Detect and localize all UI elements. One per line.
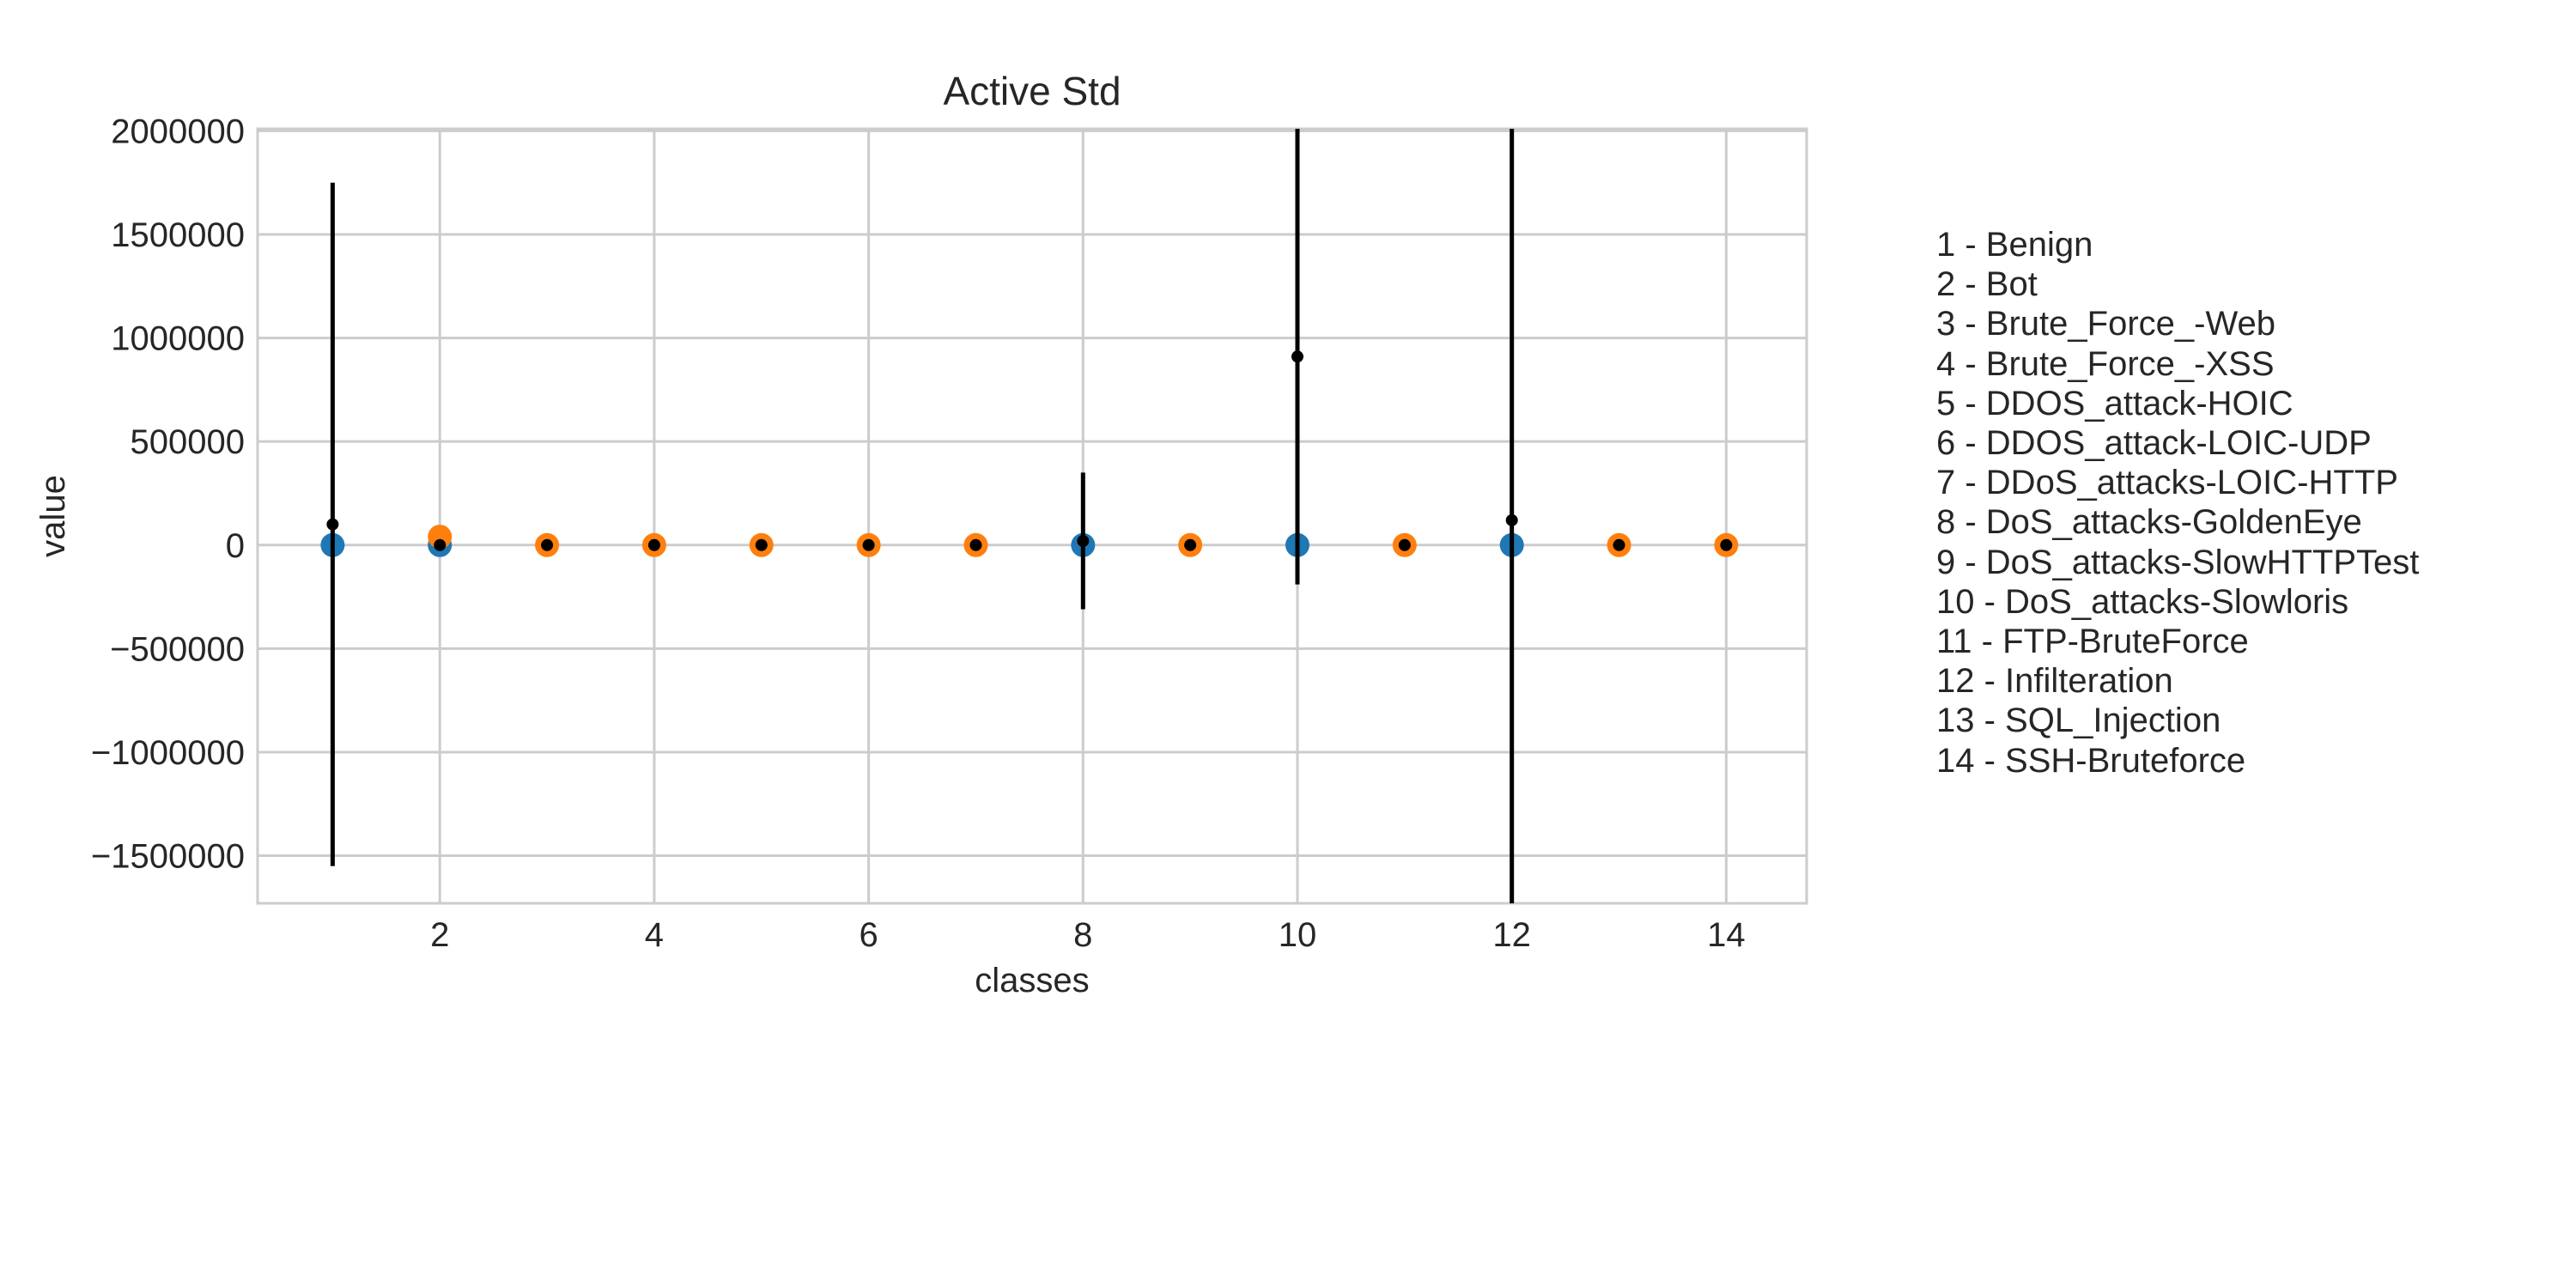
legend-item: 14 - SSH-Bruteforce (1936, 741, 2246, 780)
mean-marker (755, 538, 768, 551)
mean-marker (434, 538, 447, 551)
mean-marker (969, 538, 982, 551)
y-tick-label: 0 (226, 527, 245, 565)
mean-marker (326, 518, 339, 531)
mean-marker (1720, 538, 1733, 551)
y-tick-labels: −1500000 −1000000 −500000 0 500000 1000000 150… (91, 112, 245, 875)
x-tick-label: 10 (1279, 916, 1317, 954)
legend-item: 4 - Brute_Force_-XSS (1936, 344, 2275, 383)
mean-marker (862, 538, 875, 551)
x-axis-label: classes (975, 962, 1089, 999)
mean-marker (1291, 350, 1303, 363)
y-tick-label: −500000 (110, 630, 245, 668)
orange-marker (428, 525, 453, 550)
chart-title: Active Std (943, 69, 1121, 113)
legend-item: 6 - DDOS_attack-LOIC-UDP (1936, 424, 2372, 463)
mean-marker (1613, 538, 1625, 551)
legend-item: 3 - Brute_Force_-Web (1936, 305, 2275, 343)
x-tick-label: 14 (1707, 916, 1746, 954)
y-tick-label: 2000000 (111, 112, 245, 150)
x-tick-label: 8 (1073, 916, 1092, 954)
legend-item: 12 - Infilteration (1936, 662, 2173, 701)
legend-item: 9 - DoS_attacks-SlowHTTPTest (1936, 543, 2420, 581)
mean-marker (1077, 534, 1090, 547)
legend-item: 8 - DoS_attacks-GoldenEye (1936, 503, 2362, 542)
y-tick-label: −1000000 (91, 734, 245, 772)
plot-marks (320, 129, 1739, 903)
x-tick-labels: 2 4 6 8 10 12 14 (430, 916, 1746, 954)
legend-item: 11 - FTP-BruteForce (1936, 623, 2249, 661)
x-tick-label: 6 (859, 916, 878, 954)
legend-item: 10 - DoS_attacks-Slowloris (1936, 582, 2349, 621)
legend-item: 7 - DDoS_attacks-LOIC-HTTP (1936, 464, 2398, 502)
y-tick-label: 1500000 (111, 216, 245, 254)
legend: 1 - Benign 2 - Bot 3 - Brute_Force_-Web … (1936, 225, 2419, 781)
x-tick-label: 2 (430, 916, 449, 954)
legend-item: 13 - SQL_Injection (1936, 702, 2221, 740)
legend-item: 1 - Benign (1936, 226, 2093, 264)
mean-marker (1398, 538, 1411, 551)
plot-frame (256, 127, 1808, 905)
mean-marker (1505, 513, 1518, 526)
x-tick-label: 12 (1492, 916, 1531, 954)
legend-item: 2 - Bot (1936, 265, 2038, 304)
y-axis-label: value (34, 475, 72, 557)
grid-lines (258, 129, 1807, 903)
y-tick-label: 1000000 (111, 320, 245, 358)
x-tick-label: 4 (645, 916, 664, 954)
legend-item: 5 - DDOS_attack-HOIC (1936, 384, 2293, 422)
y-tick-label: −1500000 (91, 838, 245, 876)
mean-marker (541, 538, 554, 551)
mean-marker (1184, 538, 1197, 551)
y-tick-label: 500000 (131, 423, 245, 461)
mean-marker (647, 538, 660, 551)
